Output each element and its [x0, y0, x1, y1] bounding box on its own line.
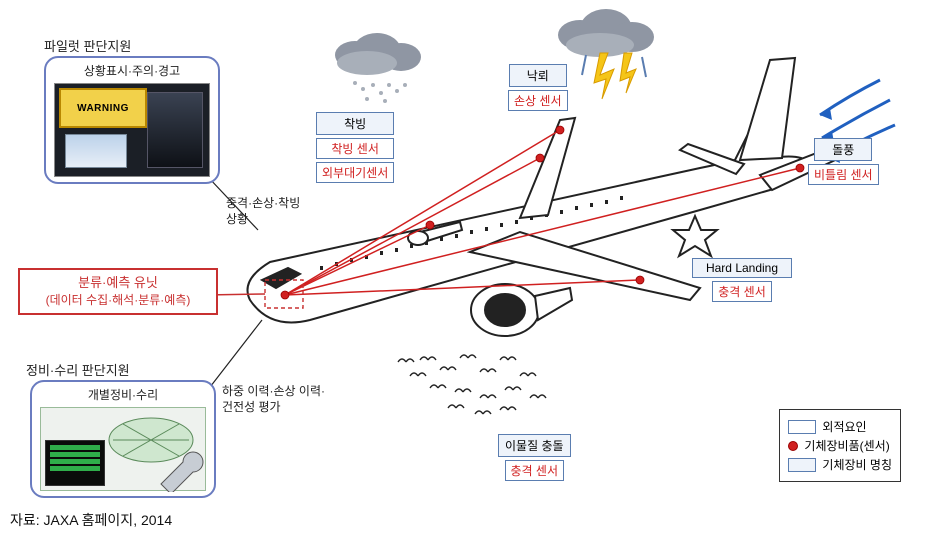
cloud-icing: [335, 33, 421, 103]
legend-sensor: 기체장비품(센서): [804, 437, 889, 454]
legend: 외적요인 기체장비품(센서) 기체장비 명칭: [779, 409, 901, 482]
hardlanding-sensor-0: 충격 센서: [712, 281, 772, 302]
hazard-icing: 착빙 착빙 센서 외부대기센서: [316, 112, 394, 183]
hazard-gust: 돌풍 비틀림 센서: [808, 138, 879, 185]
hazard-lightning: 낙뢰 손상 센서: [508, 64, 568, 111]
pilot-panel: 상황표시·주의·경고 WARNING: [44, 56, 220, 184]
bird-flock: [398, 355, 546, 414]
impact-status-label: 중격·손상·착빙 상황: [226, 196, 300, 227]
maint-panel: 개별정비·수리: [30, 380, 216, 498]
fod-title: 이물질 충돌: [498, 434, 571, 457]
history-eval-label: 하중 이력·손상 이력· 건전성 평가: [222, 384, 325, 415]
hazard-fod: 이물질 충돌 충격 센서: [498, 434, 571, 481]
central-unit: 분류·예측 유닛 (데이터 수집·해석·분류·예측): [18, 268, 218, 315]
cloud-lightning: [558, 9, 654, 99]
lightning-title: 낙뢰: [509, 64, 567, 87]
gust-title: 돌풍: [814, 138, 872, 161]
central-unit-line2: (데이터 수집·해석·분류·예측): [26, 292, 210, 309]
hazard-hardlanding: Hard Landing 충격 센서: [692, 258, 792, 302]
pilot-support-title: 파일럿 판단지원: [44, 36, 131, 55]
gust-sensor-0: 비틀림 센서: [808, 164, 879, 185]
legend-equipment: 기체장비 명칭: [822, 456, 892, 473]
pilot-panel-title: 상황표시·주의·경고: [46, 62, 218, 79]
warning-icon: WARNING: [77, 103, 129, 114]
icing-title: 착빙: [316, 112, 394, 135]
source-text: 자료: JAXA 홈페이지, 2014: [10, 510, 172, 530]
legend-external: 외적요인: [822, 418, 866, 435]
fod-sensor-0: 충격 센서: [505, 460, 565, 481]
icing-sensor-1: 외부대기센서: [316, 162, 394, 183]
maint-support-title: 정비·수리 판단지원: [26, 360, 130, 379]
lightning-sensor-0: 손상 센서: [508, 90, 568, 111]
hardlanding-title: Hard Landing: [692, 258, 792, 278]
hardlanding-star: [673, 216, 717, 256]
central-unit-line1: 분류·예측 유닛: [26, 274, 210, 292]
maint-panel-title: 개별정비·수리: [32, 386, 214, 403]
icing-sensor-0: 착빙 센서: [316, 138, 394, 159]
